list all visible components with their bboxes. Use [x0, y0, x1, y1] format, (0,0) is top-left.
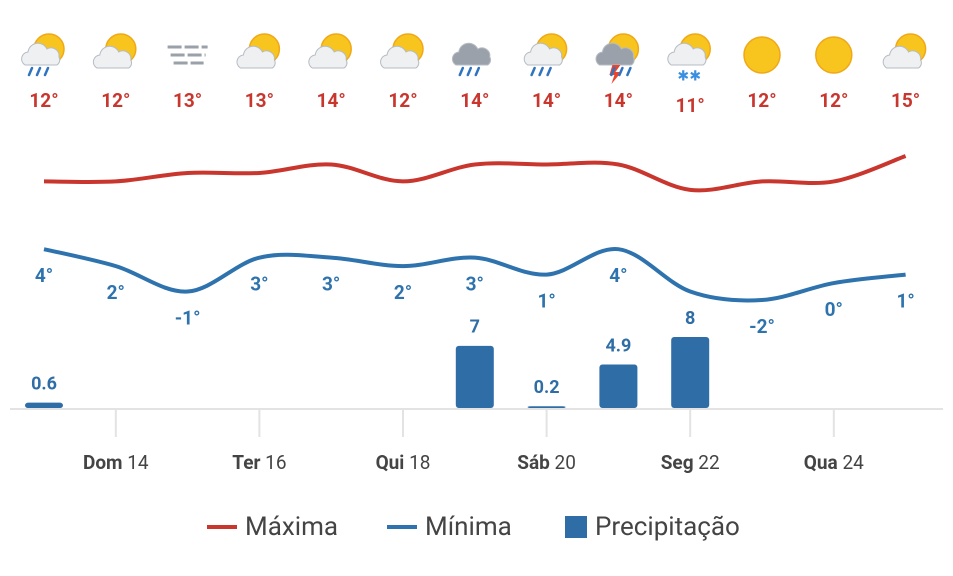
temperature-label: 3°: [466, 273, 484, 296]
icon-cloud: [92, 45, 133, 69]
temperature-label: 14°: [460, 89, 489, 112]
temperature-label: 12°: [747, 89, 776, 112]
weather-icon: [523, 33, 568, 77]
icon-cloud: [595, 42, 635, 66]
precipitation-bar: [527, 406, 566, 408]
temperature-label: 15°: [891, 89, 920, 112]
temperature-label: -2°: [749, 315, 775, 338]
icon-drop: [43, 66, 50, 77]
icon-sun: [815, 36, 853, 74]
temperature-label: 4°: [35, 264, 53, 287]
precipitation-label: 4.9: [605, 335, 631, 356]
weather-icon: [92, 33, 137, 69]
temperature-label: 13°: [173, 89, 202, 112]
precipitation-bar: [455, 345, 494, 408]
icon-cloud: [308, 45, 348, 69]
weather-icon: [815, 36, 853, 74]
icon-drop: [618, 66, 624, 77]
weather-icon: [167, 45, 208, 65]
precipitation-bar: [671, 337, 710, 408]
precipitation-label: 0.6: [31, 373, 57, 394]
legend-label: Precipitação: [595, 512, 740, 542]
temperature-label: 3°: [322, 273, 340, 296]
x-tick-label: Seg 22: [661, 451, 720, 474]
weather-icon: [308, 33, 352, 69]
temperature-label: 4°: [609, 264, 627, 287]
icon-drop: [546, 66, 552, 77]
temperature-label: 2°: [394, 281, 412, 304]
temperature-label: 12°: [101, 89, 130, 112]
icon-cloud: [451, 42, 492, 66]
precipitation-label: 8: [685, 308, 695, 329]
temperature-label: 0°: [825, 298, 843, 321]
legend-swatch: [565, 516, 587, 538]
temperature-label: 1°: [537, 290, 555, 313]
weather-icon: [595, 33, 640, 84]
icon-drop: [530, 66, 536, 77]
icon-drop: [610, 66, 616, 77]
icon-drop: [626, 66, 632, 77]
icon-cloud: [236, 45, 276, 69]
weather-icon: ✱ ✱: [667, 33, 711, 85]
temperature-label: 2°: [107, 281, 125, 304]
icon-drop: [458, 66, 465, 77]
icon-drop: [538, 66, 544, 77]
precipitation-bar: [599, 364, 638, 408]
weather-icon: [21, 33, 65, 77]
temperature-label: 14°: [604, 89, 633, 112]
temperature-label: 12°: [29, 89, 58, 112]
x-tick-label: Qui 18: [376, 451, 431, 474]
x-tick-label: Ter 16: [232, 451, 286, 474]
precipitation-label: 0.2: [534, 377, 560, 398]
icon-cloud: [380, 45, 420, 69]
icon-drop: [35, 66, 42, 77]
temperature-label: 13°: [245, 89, 274, 112]
weather-icon: [380, 33, 424, 69]
x-tick-label: Sáb 20: [517, 451, 576, 474]
x-tick-label: Dom 14: [83, 451, 149, 474]
temperature-line: [43, 154, 907, 193]
weather-icon: [743, 36, 781, 74]
weather-icon: [451, 42, 492, 77]
precipitation-label: 7: [470, 317, 480, 338]
weather-icon: [236, 33, 281, 69]
icon-cloud: [523, 42, 563, 66]
temperature-label: 14°: [532, 89, 561, 112]
legend-label: Máxima: [245, 512, 338, 542]
icon-snow: ✱: [689, 69, 701, 85]
temperature-label: 14°: [317, 89, 346, 112]
weather-icon: [882, 33, 927, 69]
temperature-label: 12°: [819, 89, 848, 112]
icon-snow: ✱: [677, 69, 689, 85]
icon-sun: [743, 36, 781, 74]
x-tick-label: Qua 24: [804, 451, 864, 474]
temperature-label: 12°: [388, 89, 417, 112]
icon-drop: [474, 66, 481, 77]
legend-label: Mínima: [425, 512, 512, 542]
precipitation-bar: [25, 402, 63, 408]
temperature-label: 1°: [896, 290, 914, 313]
icon-cloud: [21, 42, 61, 66]
icon-drop: [27, 66, 34, 77]
temperature-line: [43, 247, 906, 303]
icon-drop: [466, 66, 473, 77]
temperature-label: 11°: [676, 94, 705, 117]
icon-cloud: [667, 42, 707, 66]
temperature-label: -1°: [175, 307, 201, 330]
icon-cloud: [882, 45, 922, 69]
temperature-label: 3°: [250, 273, 268, 296]
